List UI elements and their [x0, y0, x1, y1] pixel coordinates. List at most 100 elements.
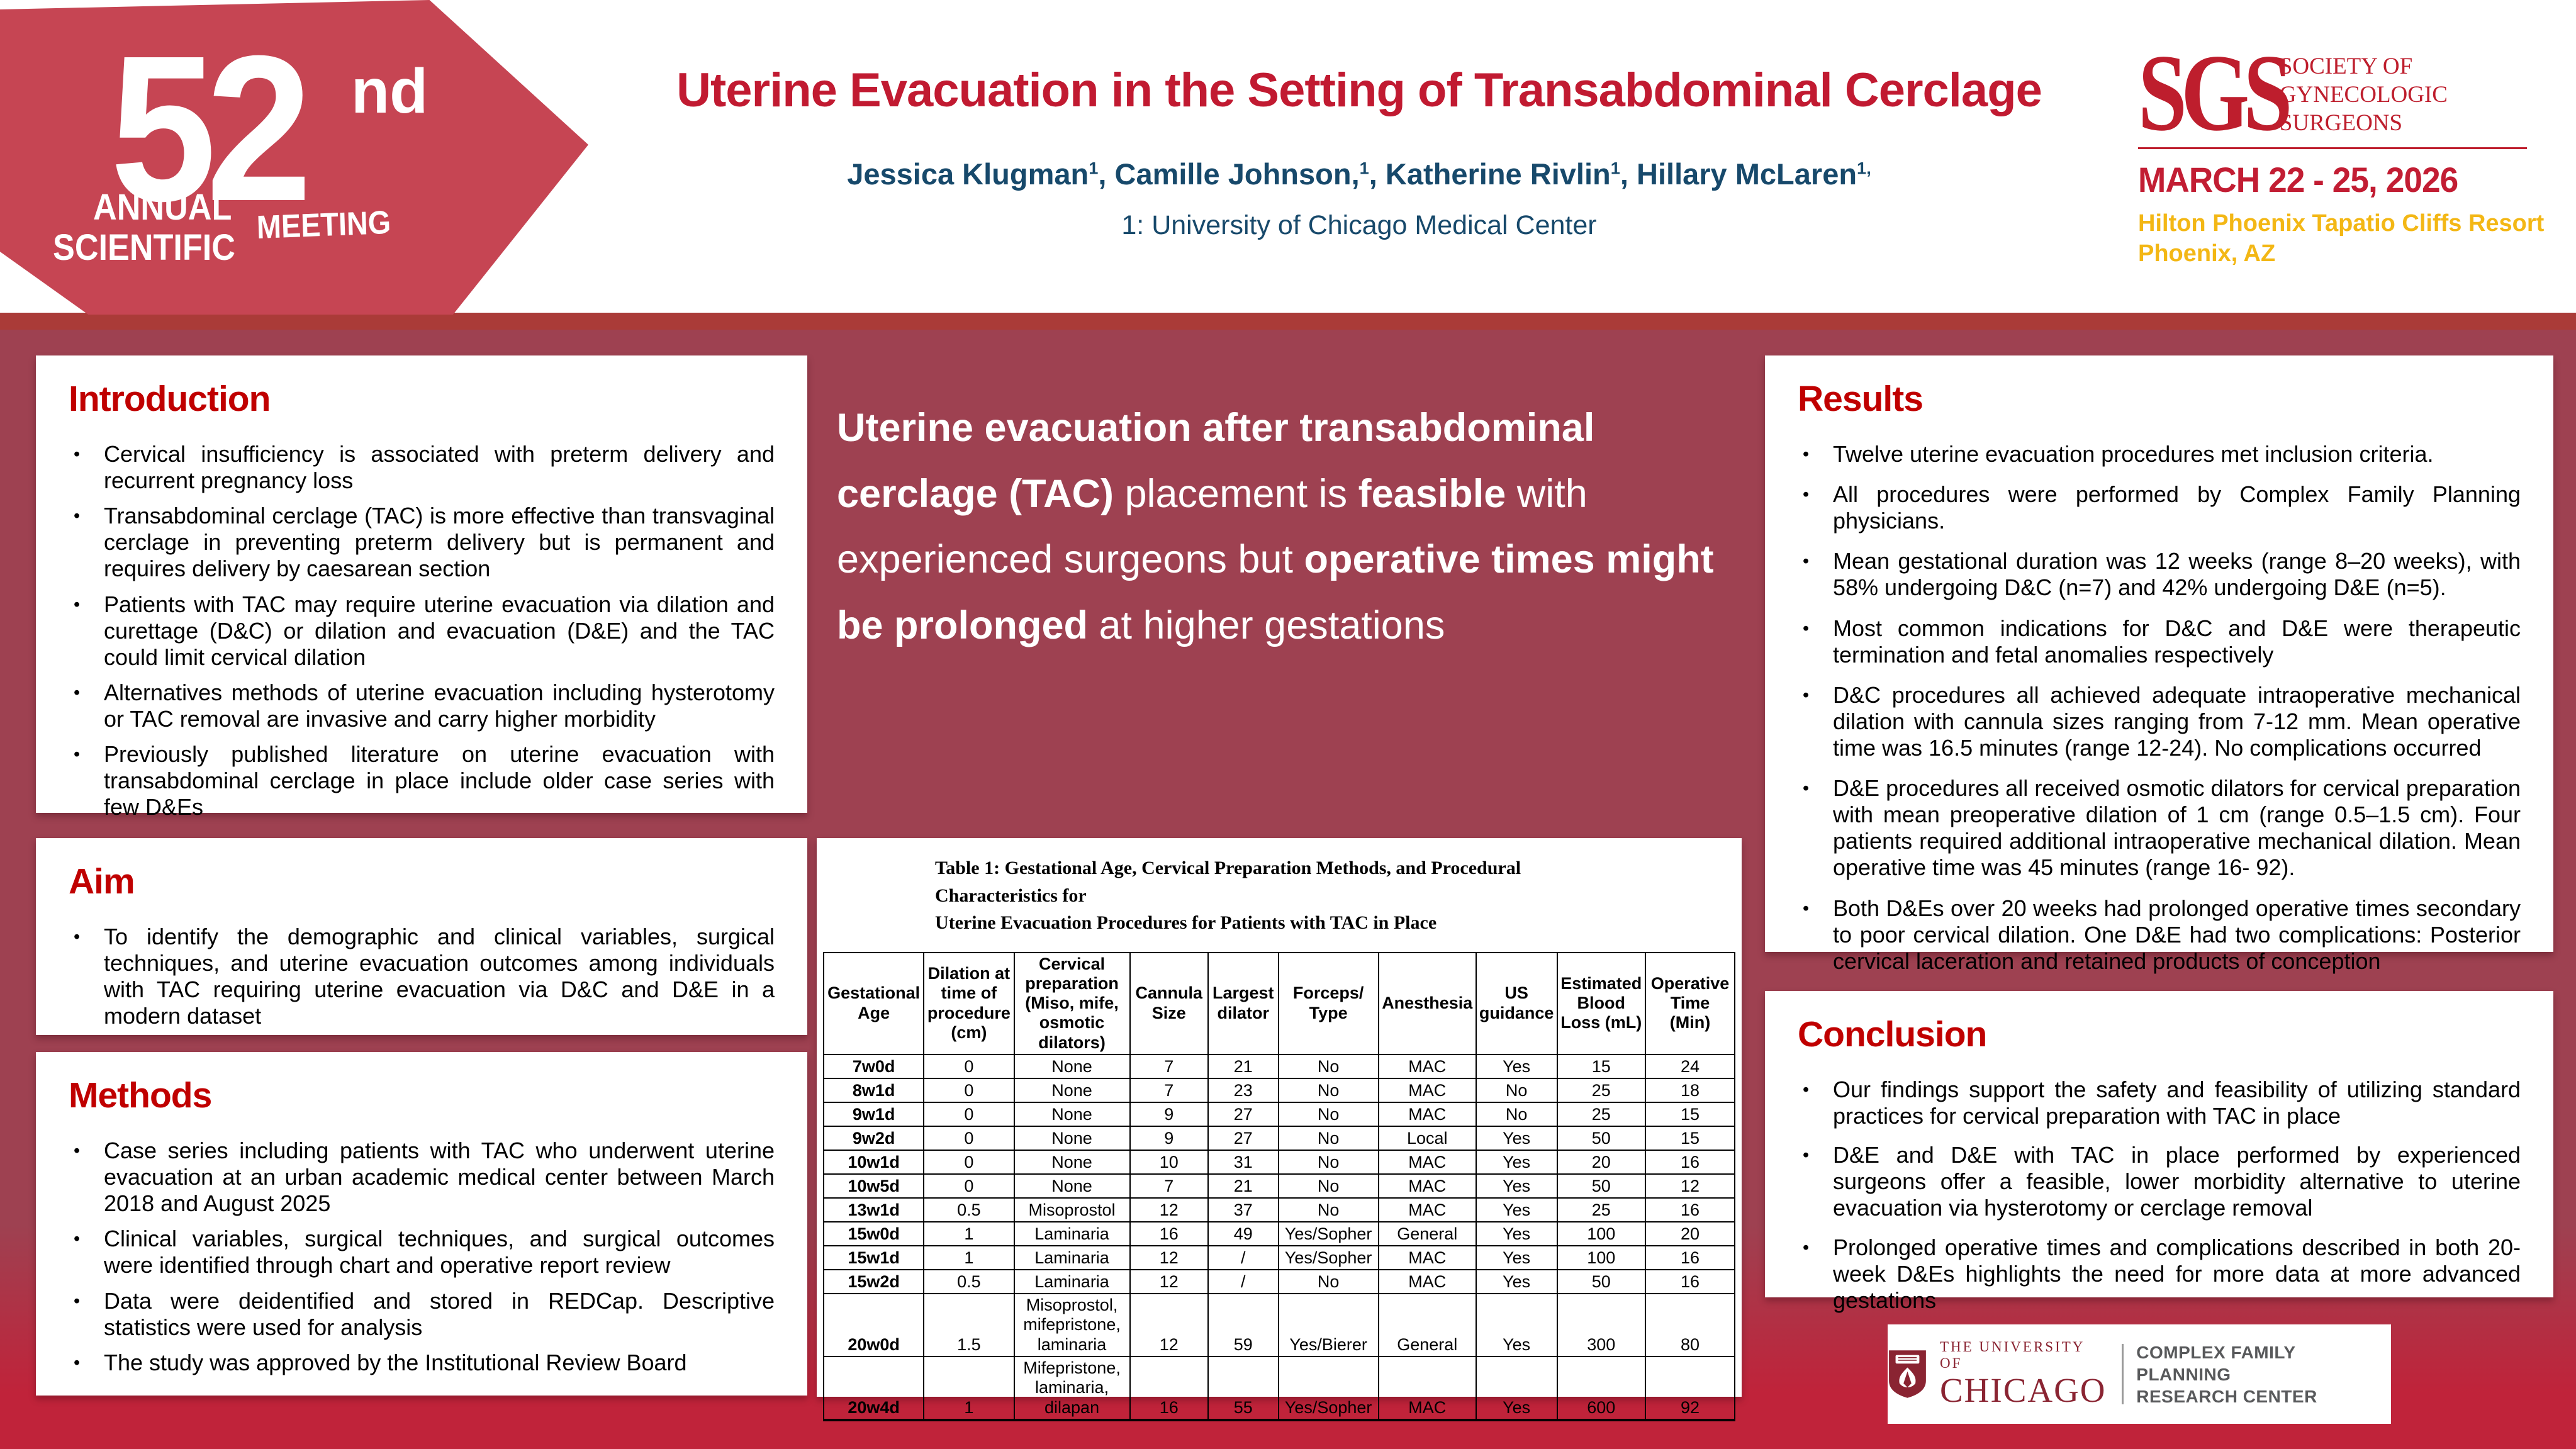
table-cell: 0	[923, 1126, 1015, 1151]
table-panel: Table 1: Gestational Age, Cervical Prepa…	[817, 838, 1742, 1421]
sgs-logo: SGS	[2138, 31, 2292, 154]
table-cell: No	[1277, 1269, 1379, 1295]
table-cell: MAC	[1377, 1173, 1477, 1199]
table-cell: 15w0d	[822, 1221, 925, 1247]
table-cell: General	[1377, 1293, 1477, 1357]
table-cell: 0.5	[923, 1197, 1015, 1223]
sgs-logo-block: SGS SOCIETY OF GYNECOLOGIC SURGEONS MARC…	[2138, 31, 2547, 269]
table-row: 20w4d 1 Mifepristone, laminaria, dilapan 16…	[822, 1356, 1735, 1421]
table-cell: 8w1d	[822, 1078, 925, 1104]
title-block: Uterine Evacuation in the Setting of Tra…	[598, 63, 2120, 241]
table-cell: No	[1277, 1173, 1379, 1199]
table-cell: Yes	[1475, 1054, 1558, 1080]
table-cell: 0	[923, 1150, 1015, 1175]
table-cell: None	[1013, 1054, 1131, 1080]
table-cell: 0	[923, 1078, 1015, 1104]
table-cell: 16	[1645, 1150, 1735, 1175]
table-cell: None	[1013, 1173, 1131, 1199]
table-cell: Yes/Sopher	[1277, 1245, 1379, 1271]
introduction-panel: Introduction Cervical insufficiency is a…	[36, 355, 807, 820]
table-cell: Laminaria	[1013, 1245, 1131, 1271]
bullet-item: To identify the demographic and clinical…	[69, 924, 775, 1029]
table-cell: Yes	[1475, 1126, 1558, 1151]
meeting-venue: Hilton Phoenix Tapatio Cliffs Resort Pho…	[2138, 210, 2545, 267]
conclusion-panel: Conclusion Our findings support the safe…	[1765, 991, 2553, 1313]
table-cell: 27	[1207, 1126, 1279, 1151]
table-cell: 16	[1129, 1221, 1209, 1247]
table-cell: Yes	[1475, 1269, 1558, 1295]
aim-panel: Aim To identify the demographic and clin…	[36, 838, 807, 1035]
table-cell: Mifepristone, laminaria, dilapan	[1013, 1356, 1131, 1421]
table-cell: 25	[1556, 1078, 1647, 1104]
table-cell: 55	[1207, 1356, 1279, 1421]
badge-scientific-label: SCIENTIFIC	[53, 227, 236, 268]
table-cell: No	[1277, 1126, 1379, 1151]
table-cell: No	[1277, 1150, 1379, 1175]
table-cell: 25	[1556, 1197, 1647, 1223]
table-cell: 20w0d	[822, 1293, 925, 1357]
quote-segment: operative times might be prolonged	[837, 537, 1714, 647]
table-cell: 12	[1129, 1269, 1209, 1295]
author: Katherine Rivlin1,	[1385, 157, 1637, 191]
bullet-item: Our findings support the safety and feas…	[1798, 1077, 2521, 1129]
procedures-table: Gestational Age Dilation at time of proce…	[822, 951, 1735, 1421]
poster-title: Uterine Evacuation in the Setting of Tra…	[676, 64, 2042, 117]
bullet-item: D&E and D&E with TAC in place performed …	[1798, 1142, 2521, 1221]
bullet-item: D&C procedures all achieved adequate int…	[1798, 682, 2521, 761]
table-cell: 49	[1207, 1221, 1279, 1247]
table-cell: /	[1207, 1269, 1279, 1295]
aim-heading: Aim	[69, 861, 135, 902]
table-cell: 24	[1645, 1054, 1735, 1080]
aim-bullet-list: To identify the demographic and clinical…	[69, 924, 775, 1029]
table-cell: 100	[1556, 1245, 1647, 1271]
badge-number: 52	[110, 12, 312, 244]
badge-meeting-label: MEETING	[256, 204, 391, 246]
table-cell: None	[1013, 1078, 1131, 1104]
bullet-item: Case series including patients with TAC …	[69, 1138, 775, 1217]
table-row: 20w0d 1.5 Misoprostol, mifepristone, lamin…	[822, 1293, 1735, 1357]
table-cell: General	[1377, 1221, 1477, 1247]
table-cell: 21	[1207, 1173, 1279, 1199]
author: Hillary McLaren1,	[1637, 157, 1871, 191]
table-cell: 20	[1556, 1150, 1647, 1175]
quote-segment: Uterine evacuation after transabdominal …	[837, 406, 1595, 516]
table-cell: 9	[1129, 1126, 1209, 1151]
table-cell: MAC	[1377, 1356, 1477, 1421]
bullet-item: D&E procedures all received osmotic dila…	[1798, 775, 2521, 881]
table-cell: Laminaria	[1013, 1221, 1131, 1247]
uchicago-wordmark: THE UNIVERSITY OF CHICAGO	[1939, 1338, 2107, 1409]
bullet-item: Most common indications for D&C and D&E …	[1798, 615, 2521, 668]
table-cell: MAC	[1377, 1150, 1477, 1175]
table-cell: 7w0d	[822, 1054, 925, 1080]
quote-segment: at higher gestations	[1087, 603, 1445, 647]
table-row: 9w2d 0 None 9 27 No Local Yes 50 15	[822, 1126, 1735, 1151]
table-cell: 15	[1645, 1102, 1735, 1127]
column-header: US guidance	[1475, 951, 1558, 1056]
table-cell: 16	[1645, 1245, 1735, 1271]
introduction-bullet-list: Cervical insufficiency is associated wit…	[69, 441, 775, 820]
table-cell: Yes	[1475, 1197, 1558, 1223]
key-finding-quote: Uterine evacuation after transabdominal …	[837, 395, 1721, 658]
table-cell: Yes	[1475, 1173, 1558, 1199]
table-cell: 12	[1129, 1245, 1209, 1271]
sgs-society-name: SOCIETY OF GYNECOLOGIC SURGEONS	[2279, 53, 2448, 136]
table-cell: 37	[1207, 1197, 1279, 1223]
table-cell: MAC	[1377, 1078, 1477, 1104]
table-cell: 600	[1556, 1356, 1647, 1421]
header-band: 52 nd ANNUAL SCIENTIFIC MEETING Uterine …	[0, 0, 2576, 315]
table-cell: 50	[1556, 1269, 1647, 1295]
table-cell: /	[1207, 1245, 1279, 1271]
table-cell: 1	[923, 1245, 1015, 1271]
table-caption: Table 1: Gestational Age, Cervical Prepa…	[935, 858, 1521, 933]
table-cell: 15	[1645, 1126, 1735, 1151]
table-cell: None	[1013, 1102, 1131, 1127]
table-cell: 20w4d	[822, 1356, 925, 1421]
table-cell: 50	[1556, 1173, 1647, 1199]
badge-annual-label: ANNUAL	[93, 187, 232, 228]
conclusion-heading: Conclusion	[1798, 1014, 1987, 1055]
table-cell: 21	[1207, 1054, 1279, 1080]
table-row: 15w2d 0.5 Laminaria 12/No MAC Yes 50 16	[822, 1269, 1735, 1295]
table-cell: 12	[1645, 1173, 1735, 1199]
column-header: Estimated Blood Loss (mL)	[1556, 951, 1647, 1056]
